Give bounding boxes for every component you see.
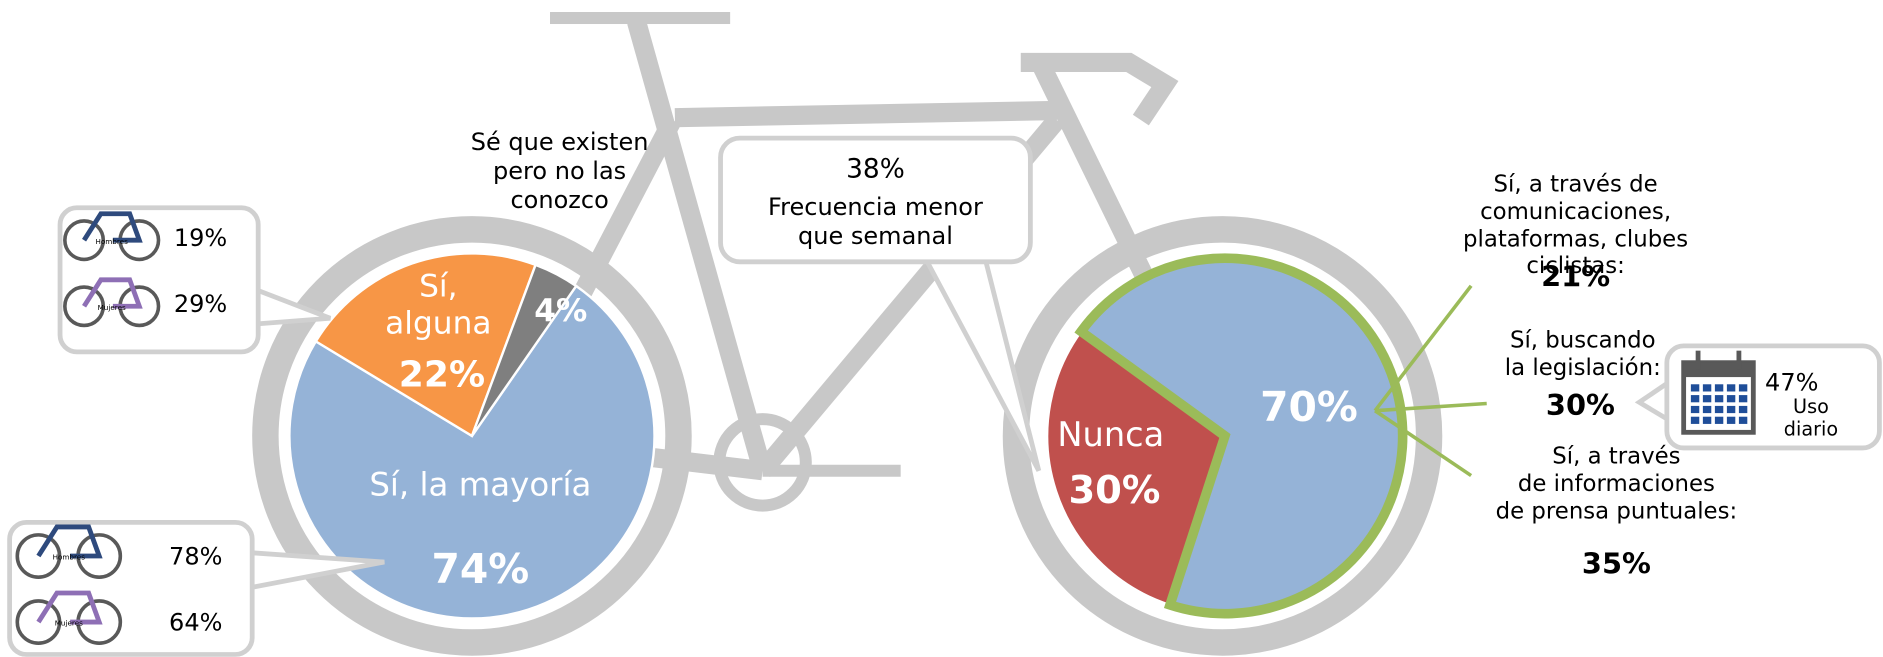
slice-value: 22% <box>398 354 486 397</box>
calendar-cell <box>1702 395 1712 403</box>
calendar-cell <box>1702 405 1712 414</box>
wheel <box>1002 216 1443 656</box>
slice-label: Sí, alguna <box>385 268 492 343</box>
calendar-cell <box>1714 395 1724 403</box>
channel-value: 35% <box>1581 547 1651 581</box>
calendar-cell <box>1690 405 1700 414</box>
channel-value: 30% <box>1545 388 1615 423</box>
icon-frame <box>36 590 103 625</box>
channel-value: 21% <box>1541 260 1611 294</box>
icon-text: Hombres <box>53 553 86 562</box>
icon-text: Hombres <box>96 237 129 246</box>
bike-icon: Mujeres <box>15 590 123 646</box>
wheel <box>252 216 692 656</box>
slice-label: Sí, la mayoría <box>369 466 592 505</box>
calendar-cell <box>1726 395 1736 403</box>
slice-value: 74% <box>431 545 530 594</box>
slice-value: 70% <box>1260 383 1358 432</box>
icon-wheel <box>63 219 106 262</box>
icon-wheel <box>15 533 62 579</box>
bike-icon: Hombres <box>63 211 161 262</box>
icon-frame <box>82 211 143 243</box>
daily-text: Uso diario <box>1783 394 1839 441</box>
icon-text: Mujeres <box>98 303 126 312</box>
pie-slice <box>288 284 656 620</box>
calendar-cell <box>1738 384 1748 392</box>
icon-wheel <box>63 285 106 328</box>
icon-frame <box>82 277 143 309</box>
calendar-cell <box>1702 384 1712 392</box>
calendar-cell <box>1738 395 1748 403</box>
calendar-cell <box>1714 405 1724 414</box>
pie-slice <box>1074 253 1408 619</box>
channel-text: Sí, buscando la legislación: <box>1504 326 1661 381</box>
calendar-cell <box>1690 384 1700 392</box>
calendar-cell <box>1690 395 1700 403</box>
calendar-icon <box>1681 350 1756 435</box>
calendar-cell <box>1726 405 1736 414</box>
slice-label: Sé que existen pero no las conozco <box>470 127 649 214</box>
slice-value: 30% <box>1068 466 1161 513</box>
calendar-cell <box>1738 405 1748 414</box>
calendar-cell <box>1738 416 1748 424</box>
calendar-cell <box>1714 384 1724 392</box>
calendar-cell <box>1714 416 1724 424</box>
icon-wheel <box>15 599 62 646</box>
pie-slice <box>470 263 578 437</box>
connector-lines <box>1373 284 1487 478</box>
pie-slice <box>314 252 538 438</box>
icon-frame <box>36 524 103 559</box>
breakdown-value: 19% <box>173 223 228 253</box>
bike-icon: Mujeres <box>63 277 161 328</box>
calendar-cell <box>1702 416 1712 424</box>
note-text: Frecuencia menor que semanal <box>768 192 983 250</box>
pie-slice <box>1046 329 1227 607</box>
icon-text: Mujeres <box>55 619 83 628</box>
slice-value: 4% <box>534 293 588 330</box>
bike-icon: Hombres <box>15 524 123 579</box>
calendar-cell <box>1726 384 1736 392</box>
channel-text: Sí, a través de comunicaciones, platafor… <box>1463 171 1689 280</box>
daily-value: 47% <box>1765 367 1819 397</box>
calendar-cell <box>1726 416 1736 424</box>
channel-text: Sí, a través de informaciones de prensa … <box>1495 442 1738 525</box>
calendar-cell <box>1690 416 1700 424</box>
note-value: 38% <box>846 154 905 185</box>
slice-label: Nunca <box>1057 414 1165 455</box>
breakdown-value: 29% <box>173 289 228 319</box>
breakdown-value: 78% <box>169 541 223 571</box>
callouts <box>7 135 1882 657</box>
breakdown-value: 64% <box>169 607 223 637</box>
